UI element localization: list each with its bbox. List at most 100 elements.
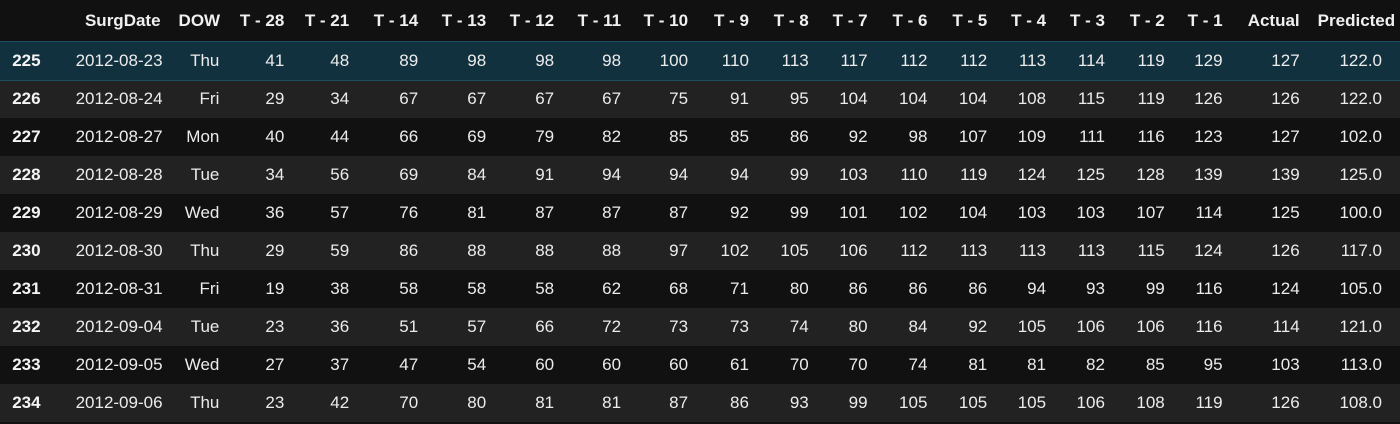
column-header[interactable]: T - 6	[892, 11, 928, 30]
table-header-row: SurgDate DOW T - 28 T - 21 T - 14 T - 13 T - 1…	[0, 0, 1400, 42]
table-cell: 107	[1136, 203, 1165, 222]
table-cell: 108.0	[1339, 393, 1382, 412]
table-cell: 112	[960, 51, 988, 70]
table-cell: 42	[330, 393, 350, 412]
column-header[interactable]: T - 5	[952, 11, 988, 30]
table-row[interactable]: 230 2012-08-30 Thu 29 59 86 88 88 88 97 102 105 106 1…	[0, 232, 1400, 270]
column-header[interactable]: T - 12	[509, 11, 555, 30]
table-cell: 113.0	[1340, 355, 1382, 374]
table-cell: 2012-08-23	[75, 51, 163, 70]
table-row[interactable]: 229 2012-08-29 Wed 36 57 76 81 87 87 87 92 99 101 102…	[0, 194, 1400, 232]
table-cell: 106	[839, 241, 868, 260]
column-header[interactable]: T - 3	[1069, 11, 1105, 30]
table-cell: 2012-08-31	[75, 279, 163, 298]
table-cell: 81	[467, 203, 487, 222]
table-cell: 70	[848, 355, 868, 374]
column-header[interactable]: T - 13	[441, 11, 487, 30]
column-header[interactable]: DOW	[178, 11, 221, 30]
column-header[interactable]: T - 8	[773, 11, 809, 30]
table-cell: 40	[265, 127, 285, 146]
table-cell: 27	[265, 355, 285, 374]
row-index: 231	[12, 279, 41, 298]
table-cell: 95	[1203, 355, 1223, 374]
table-cell: 2012-09-05	[75, 355, 163, 374]
table-cell: 60	[669, 355, 689, 374]
column-header[interactable]: T - 10	[643, 11, 689, 30]
table-row[interactable]: 231 2012-08-31 Fri 19 38 58 58 58 62 68 71 80 86 86 86…	[0, 270, 1400, 308]
table-cell: 76	[399, 203, 419, 222]
table-row[interactable]: 234 2012-09-06 Thu 23 42 70 80 81 81 87 86 93 99 105 1…	[0, 384, 1400, 422]
table-cell: 129	[1194, 51, 1223, 70]
column-header[interactable]: SurgDate	[84, 11, 161, 30]
table-cell: 68	[669, 279, 689, 298]
table-cell: 116	[1137, 127, 1165, 146]
table-cell: 110	[721, 51, 749, 70]
table-cell: 85	[669, 127, 689, 146]
table-cell: 104	[958, 89, 988, 108]
column-header[interactable]: Actual	[1247, 11, 1300, 30]
table-cell: 82	[602, 127, 622, 146]
table-cell: Mon	[186, 127, 220, 146]
table-cell: 114	[1077, 51, 1105, 70]
table-row[interactable]: 227 2012-08-27 Mon 40 44 66 69 79 82 85 85 86 92 98 10…	[0, 118, 1400, 156]
table-cell: 106	[1076, 317, 1105, 336]
table-cell: 47	[399, 355, 419, 374]
table-cell: 2012-08-27	[75, 127, 163, 146]
table-cell: 72	[602, 317, 622, 336]
table-cell: 124	[1271, 279, 1300, 298]
table-cell: 114	[1195, 203, 1223, 222]
table-cell: 100	[659, 51, 689, 70]
table-cell: 88	[535, 241, 555, 260]
table-cell: 104	[958, 203, 988, 222]
table-cell: Fri	[199, 89, 220, 108]
table-cell: 79	[535, 127, 555, 146]
column-header[interactable]: T - 4	[1011, 11, 1047, 30]
table-cell: 119	[1137, 51, 1165, 70]
table-cell: 85	[729, 127, 749, 146]
table-cell: 125	[1271, 203, 1300, 222]
table-cell: 112	[900, 241, 928, 260]
table-cell: 117	[840, 51, 868, 70]
table-cell: 38	[330, 279, 350, 298]
table-cell: 105	[1017, 393, 1047, 412]
table-cell: 67	[535, 89, 555, 108]
table-cell: 67	[602, 89, 622, 108]
table-cell: Thu	[190, 241, 220, 260]
table-row[interactable]: 233 2012-09-05 Wed 27 37 47 54 60 60 60 61 70 70 74 81…	[0, 346, 1400, 384]
table-row[interactable]: 232 2012-09-04 Tue 23 36 51 57 66 72 73 73 74 80 84 92…	[0, 308, 1400, 346]
table-cell: 127	[1271, 51, 1300, 70]
table-cell: 113	[960, 241, 988, 260]
table-row[interactable]: 228 2012-08-28 Tue 34 56 69 84 91 94 94 94 99 103 110…	[0, 156, 1400, 194]
table-cell: 2012-09-04	[75, 317, 163, 336]
table-cell: 108	[1017, 89, 1047, 108]
table-cell: 119	[1137, 89, 1165, 108]
table-cell: 81	[968, 355, 988, 374]
column-header[interactable]: T - 21	[304, 11, 350, 30]
table-cell: 113	[1077, 241, 1105, 260]
table-cell: 44	[330, 127, 350, 146]
table-cell: 92	[848, 127, 868, 146]
table-cell: 106	[1076, 393, 1105, 412]
table-row[interactable]: 225 2012-08-23 Thu 41 48 89 98 98 98 100 110 113 117…	[0, 41, 1400, 81]
table-cell: 23	[265, 317, 285, 336]
table-cell: 73	[669, 317, 689, 336]
table-cell: 89	[399, 51, 419, 70]
column-header[interactable]: Predicted	[1317, 11, 1396, 30]
table-cell: 101	[839, 203, 868, 222]
table-cell: 58	[399, 279, 419, 298]
table-row[interactable]: 226 2012-08-24 Fri 29 34 67 67 67 67 75 91 95 104 104…	[0, 80, 1400, 118]
column-header[interactable]: T - 28	[239, 11, 285, 30]
table-cell: 94	[729, 165, 749, 184]
table-cell: 98	[908, 127, 928, 146]
table-cell: 117.0	[1340, 241, 1382, 260]
column-header[interactable]: T - 2	[1129, 11, 1165, 30]
column-header[interactable]: T - 9	[713, 11, 749, 30]
table-cell: 61	[729, 355, 749, 374]
column-header[interactable]: T - 7	[832, 11, 868, 30]
column-header[interactable]: T - 14	[373, 11, 419, 30]
table-cell: 66	[535, 317, 555, 336]
table-cell: 48	[330, 51, 350, 70]
column-header[interactable]: T - 11	[577, 11, 622, 30]
column-header[interactable]: T - 1	[1187, 11, 1223, 30]
table-cell: 70	[789, 355, 809, 374]
